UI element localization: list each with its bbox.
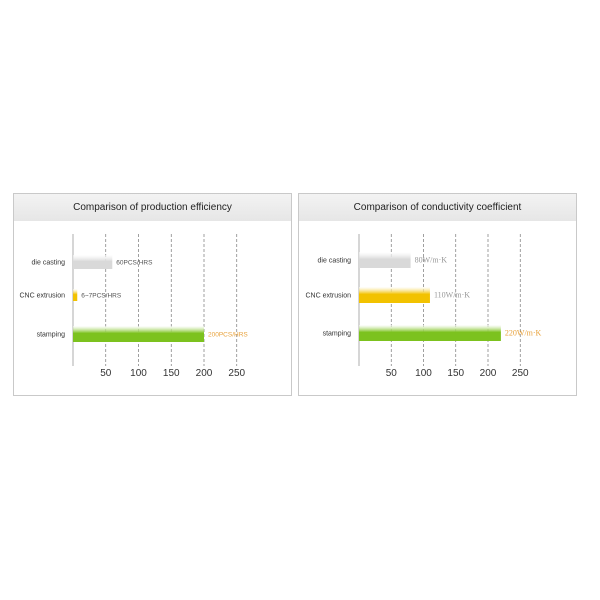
data-label: 80W/m·K [415,256,448,265]
conductivity-coefficient-panel: Comparison of conductivity coefficient d… [298,193,577,396]
conductivity-coefficient-chart: die casting 80W/m·K CNC extrusion 110W/m·K s… [305,234,542,379]
category-label: CNC extrusion [305,293,351,300]
data-label: 6~7PCS/HRS [81,293,122,300]
category-label: die casting [32,260,66,267]
tick-label: 200 [480,368,497,379]
panel-header [14,194,291,221]
tick-label: 50 [100,368,112,379]
bar-stamping [73,326,204,342]
category-label: die casting [318,258,352,265]
production-efficiency-panel: Comparison of production efficiency die … [13,193,292,396]
chart-title: Comparison of production efficiency [73,202,232,213]
tick-label: 150 [163,368,180,379]
category-label: stamping [37,332,66,339]
category-label: stamping [323,331,352,338]
tick-label: 100 [130,368,147,379]
category-label: CNC extrusion [19,293,65,300]
bar-stamping [359,325,501,341]
panel-header [299,194,576,221]
tick-label: 250 [228,368,245,379]
production-efficiency-chart: die casting 60PCS/HRS CNC extrusion 6~7PCS/… [19,234,248,379]
data-label: 110W/m·K [434,291,470,300]
data-label: 220W/m·K [505,329,542,338]
tick-label: 150 [447,368,464,379]
tick-label: 100 [415,368,432,379]
bar-die-casting [73,255,113,269]
tick-label: 200 [196,368,213,379]
data-label: 60PCS/HRS [116,260,153,267]
bar-die-casting [359,252,411,268]
tick-label: 250 [512,368,529,379]
tick-label: 50 [386,368,398,379]
chart-title: Comparison of conductivity coefficient [353,202,522,213]
bar-cnc-extrusion [359,287,430,303]
bar-cnc-extrusion [73,289,78,301]
data-label: 200PCS/HRS [208,332,248,339]
